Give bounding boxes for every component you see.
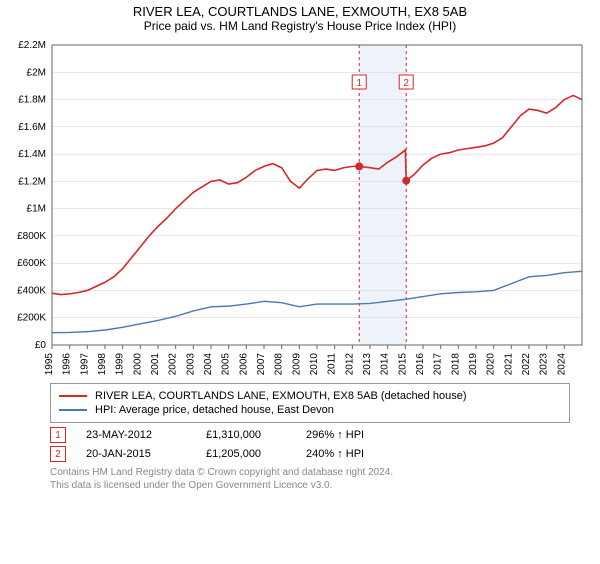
page-title: RIVER LEA, COURTLANDS LANE, EXMOUTH, EX8… [0, 4, 600, 19]
svg-text:£2M: £2M [27, 67, 46, 78]
svg-text:2017: 2017 [433, 353, 444, 376]
svg-text:£400K: £400K [17, 285, 46, 296]
svg-text:£1.8M: £1.8M [18, 95, 46, 106]
svg-text:2023: 2023 [539, 353, 550, 376]
legend: RIVER LEA, COURTLANDS LANE, EXMOUTH, EX8… [50, 383, 570, 423]
svg-text:2003: 2003 [185, 353, 196, 376]
svg-text:2000: 2000 [132, 353, 143, 376]
sale-pct: 296% ↑ HPI [306, 429, 426, 441]
svg-text:1998: 1998 [97, 353, 108, 376]
svg-text:2002: 2002 [168, 353, 179, 376]
footer-line2: This data is licensed under the Open Gov… [50, 479, 570, 492]
svg-text:2021: 2021 [503, 353, 514, 376]
svg-text:2006: 2006 [238, 353, 249, 376]
svg-text:2015: 2015 [397, 353, 408, 376]
svg-text:2024: 2024 [556, 353, 567, 376]
svg-text:1997: 1997 [79, 353, 90, 376]
legend-label: RIVER LEA, COURTLANDS LANE, EXMOUTH, EX8… [95, 390, 467, 402]
svg-text:2012: 2012 [344, 353, 355, 376]
svg-text:2008: 2008 [274, 353, 285, 376]
svg-text:2022: 2022 [521, 353, 532, 376]
svg-text:2009: 2009 [291, 353, 302, 376]
legend-swatch [59, 395, 87, 397]
sales-table: 1 23-MAY-2012£1,310,000296% ↑ HPI 2 20-JAN-… [50, 427, 570, 462]
svg-text:2020: 2020 [486, 353, 497, 376]
sale-marker: 1 [50, 427, 66, 443]
legend-row: HPI: Average price, detached house, East… [59, 404, 561, 416]
svg-text:2019: 2019 [468, 353, 479, 376]
svg-text:2004: 2004 [203, 353, 214, 376]
svg-text:2013: 2013 [362, 353, 373, 376]
footer-line1: Contains HM Land Registry data © Crown c… [50, 466, 570, 479]
legend-row: RIVER LEA, COURTLANDS LANE, EXMOUTH, EX8… [59, 390, 561, 402]
svg-text:£200K: £200K [17, 313, 46, 324]
sale-date: 23-MAY-2012 [86, 429, 206, 441]
svg-text:2018: 2018 [450, 353, 461, 376]
svg-text:2010: 2010 [309, 353, 320, 376]
svg-text:£1M: £1M [27, 204, 46, 215]
svg-text:2014: 2014 [380, 353, 391, 376]
svg-text:£0: £0 [35, 340, 47, 351]
sale-marker: 2 [50, 446, 66, 462]
svg-text:£2.2M: £2.2M [18, 40, 46, 51]
svg-text:1995: 1995 [44, 353, 55, 376]
svg-text:£600K: £600K [17, 258, 46, 269]
footer-note: Contains HM Land Registry data © Crown c… [50, 466, 570, 492]
sale-row: 2 20-JAN-2015£1,205,000240% ↑ HPI [50, 446, 570, 462]
svg-text:£1.2M: £1.2M [18, 176, 46, 187]
svg-text:1999: 1999 [115, 353, 126, 376]
legend-swatch [59, 409, 87, 411]
price-chart: £0 £200K £400K £600K £800K £1M £1.2M £1.4M £1.6M… [0, 37, 600, 377]
legend-label: HPI: Average price, detached house, East… [95, 404, 334, 416]
svg-text:2016: 2016 [415, 353, 426, 376]
sale-row: 1 23-MAY-2012£1,310,000296% ↑ HPI [50, 427, 570, 443]
svg-text:2005: 2005 [221, 353, 232, 376]
svg-text:2001: 2001 [150, 353, 161, 376]
svg-text:1: 1 [356, 78, 362, 89]
svg-text:£1.4M: £1.4M [18, 149, 46, 160]
sale-pct: 240% ↑ HPI [306, 448, 426, 460]
svg-text:2011: 2011 [327, 353, 338, 375]
sale-date: 20-JAN-2015 [86, 448, 206, 460]
page-subtitle: Price paid vs. HM Land Registry's House … [0, 19, 600, 33]
sale-price: £1,310,000 [206, 429, 306, 441]
svg-text:1996: 1996 [62, 353, 73, 376]
sale-price: £1,205,000 [206, 448, 306, 460]
svg-text:2007: 2007 [256, 353, 267, 376]
svg-text:£1.6M: £1.6M [18, 122, 46, 133]
svg-text:2: 2 [403, 78, 409, 89]
svg-text:£800K: £800K [17, 231, 46, 242]
